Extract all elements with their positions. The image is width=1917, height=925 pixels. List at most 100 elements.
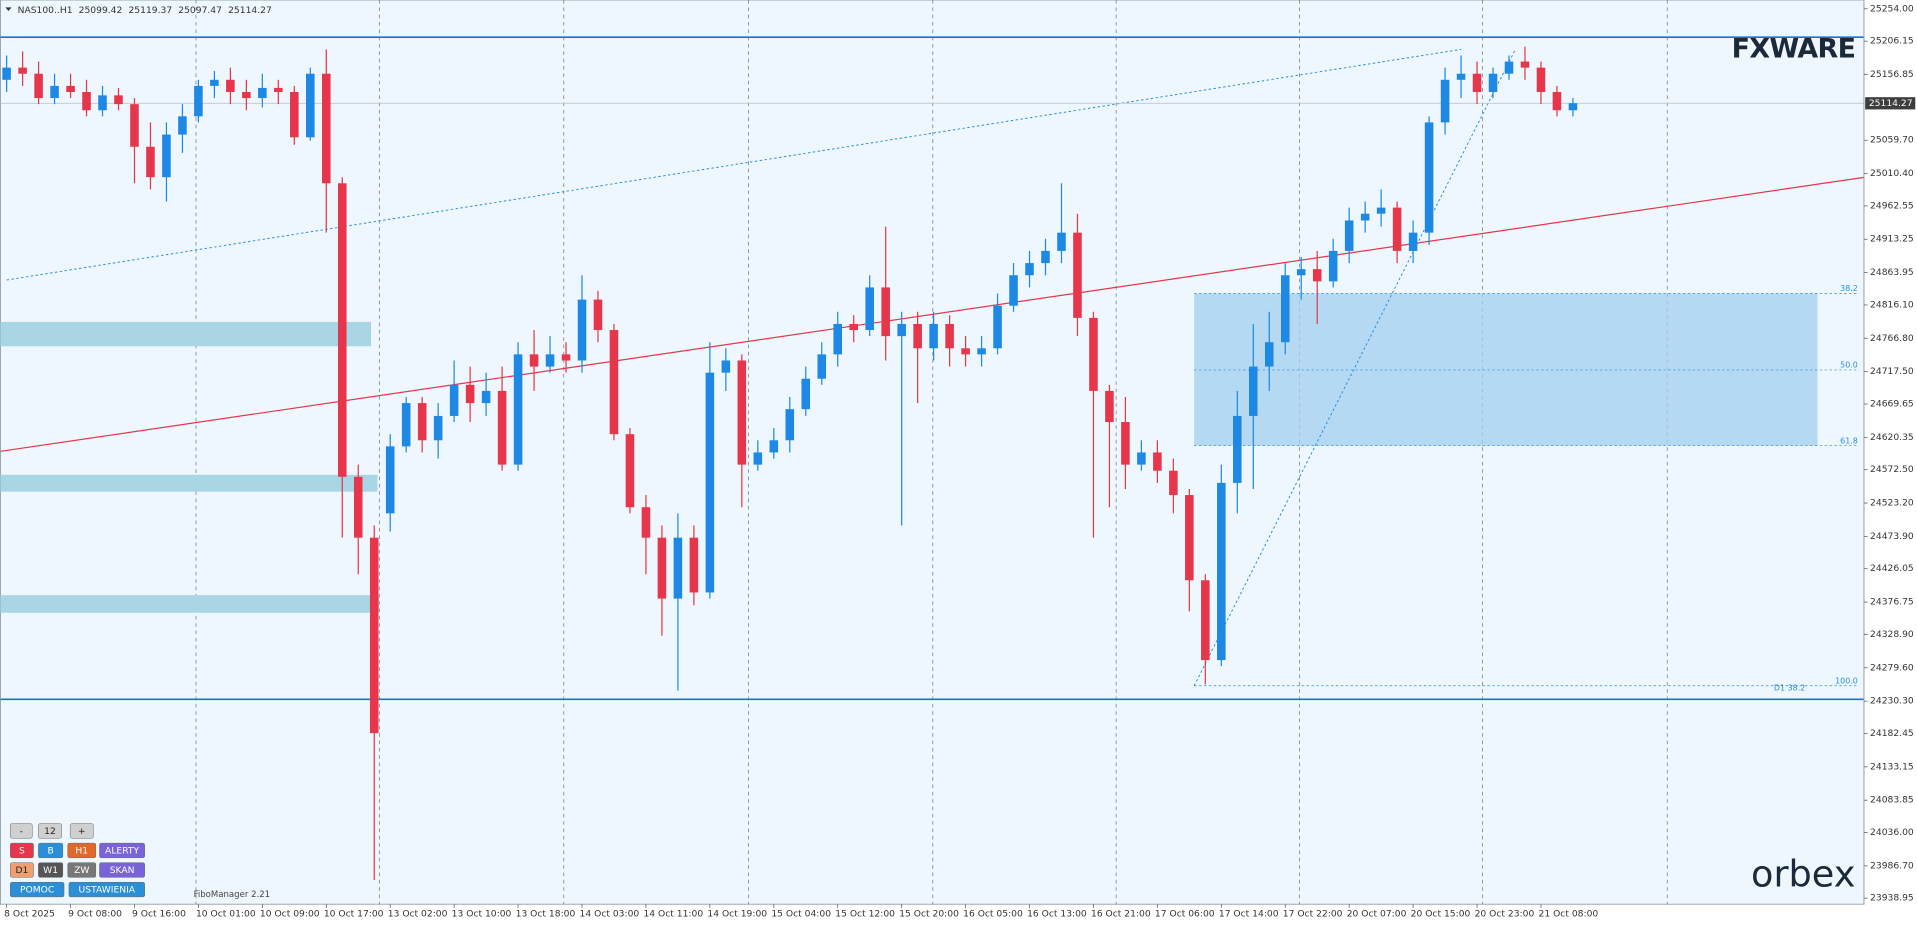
candle-body: [18, 67, 27, 74]
candle-body: [689, 537, 699, 593]
candle-body: [1504, 61, 1514, 74]
candle-body: [66, 85, 75, 92]
candle-body: [865, 287, 874, 331]
x-tick-label: 15 Oct 04:00: [771, 909, 831, 920]
button-label: ZW: [74, 865, 89, 876]
candle-body: [1408, 232, 1418, 251]
candle-body: [1536, 67, 1546, 92]
trendline: [1193, 49, 1516, 686]
candle-body: [449, 384, 459, 416]
button-label: ALERTY: [105, 846, 139, 857]
panel-button[interactable]: SKAN: [99, 862, 145, 878]
panel-button[interactable]: W1: [38, 862, 64, 878]
candle-body: [1105, 390, 1114, 423]
header-price: 25119.37: [128, 4, 172, 15]
candle-body: [977, 348, 986, 355]
button-label: +: [78, 826, 86, 837]
candle-body: [1520, 61, 1530, 68]
y-tick-label: 24572.50: [1870, 464, 1914, 475]
x-tick-label: 14 Oct 19:00: [707, 909, 767, 920]
x-tick-label: 20 Oct 15:00: [1411, 909, 1471, 920]
x-tick-label: 8 Oct 2025: [4, 909, 55, 920]
candle-body: [817, 354, 827, 379]
button-bg: [69, 823, 94, 839]
candle-body: [1249, 366, 1258, 416]
candle-body: [913, 323, 922, 349]
candle-body: [577, 299, 587, 361]
candle-body: [881, 287, 890, 337]
button-label: B: [47, 846, 53, 857]
panel-button[interactable]: +: [69, 823, 94, 839]
candle-body: [737, 360, 747, 465]
candle-body: [513, 354, 523, 465]
panel-button[interactable]: H1: [67, 842, 97, 859]
candle-body: [657, 537, 667, 599]
candle-body: [497, 390, 507, 465]
x-tick-label: 20 Oct 23:00: [1475, 909, 1535, 920]
plot-area: [0, 0, 1865, 905]
panel-button[interactable]: ALERTY: [99, 842, 145, 859]
panel-button[interactable]: B: [38, 842, 64, 859]
candle-body: [625, 434, 635, 508]
y-tick-label: 24279.60: [1870, 662, 1914, 673]
candle-body: [673, 537, 683, 599]
candle-body: [785, 409, 795, 441]
candle-body: [82, 91, 91, 111]
button-label: USTAWIENIA: [79, 885, 136, 896]
candle-body: [849, 323, 858, 331]
candle-body: [258, 87, 267, 99]
candle-body: [417, 403, 427, 441]
panel-button[interactable]: S: [10, 842, 34, 859]
x-tick-label: 14 Oct 11:00: [643, 909, 703, 920]
candle-body: [1456, 73, 1466, 80]
candle-body: [210, 79, 219, 86]
y-tick-label: 24473.90: [1870, 531, 1914, 542]
button-label: H1: [75, 846, 88, 857]
x-tick-label: 17 Oct 14:00: [1219, 909, 1279, 920]
y-tick-label: 24717.50: [1870, 366, 1914, 377]
candle-body: [641, 507, 651, 538]
x-tick-label: 15 Oct 20:00: [899, 909, 959, 920]
x-tick-label: 17 Oct 06:00: [1155, 909, 1215, 920]
panel-button[interactable]: -: [10, 823, 33, 839]
trendline: [0, 176, 1865, 452]
x-tick-label: 16 Oct 13:00: [1027, 909, 1087, 920]
panel-button[interactable]: ZW: [67, 862, 97, 878]
candle-body: [609, 330, 619, 435]
y-tick-label: 24620.35: [1870, 432, 1914, 443]
candle-body: [1073, 232, 1082, 318]
candle-body: [801, 378, 811, 410]
fib-tag: D1 38.2: [1774, 684, 1805, 693]
candle-body: [929, 323, 938, 349]
candle-body: [1121, 422, 1130, 465]
y-tick-label: 24133.15: [1870, 761, 1914, 772]
y-tick-label: 24669.65: [1870, 398, 1914, 409]
header-price: 25114.27: [228, 4, 272, 15]
candle-body: [593, 299, 603, 331]
x-tick-label: 13 Oct 18:00: [516, 909, 576, 920]
x-tick-label: 21 Oct 08:00: [1539, 909, 1599, 920]
button-bg: [67, 842, 97, 859]
y-tick-label: 25156.85: [1870, 69, 1914, 80]
candle-body: [353, 476, 363, 538]
candle-body: [226, 79, 235, 92]
y-tick-label: 24863.95: [1870, 267, 1914, 278]
panel-button[interactable]: D1: [10, 862, 34, 878]
candle-body: [178, 116, 187, 135]
candle-body: [1169, 470, 1178, 496]
candle-body: [369, 537, 379, 734]
candle-body: [961, 348, 970, 355]
y-tick-label: 24962.55: [1870, 200, 1914, 211]
button-bg: [67, 862, 97, 878]
candle-body: [114, 95, 123, 105]
panel-button[interactable]: POMOC: [10, 881, 65, 898]
x-tick-label: 13 Oct 10:00: [452, 909, 512, 920]
candle-body: [1360, 213, 1370, 221]
logo: FXWARE: [1732, 34, 1856, 65]
y-tick-label: 25059.70: [1870, 135, 1914, 146]
panel-button[interactable]: 12: [38, 823, 62, 839]
panel-button[interactable]: USTAWIENIA: [68, 881, 145, 898]
candle-body: [1201, 580, 1210, 661]
